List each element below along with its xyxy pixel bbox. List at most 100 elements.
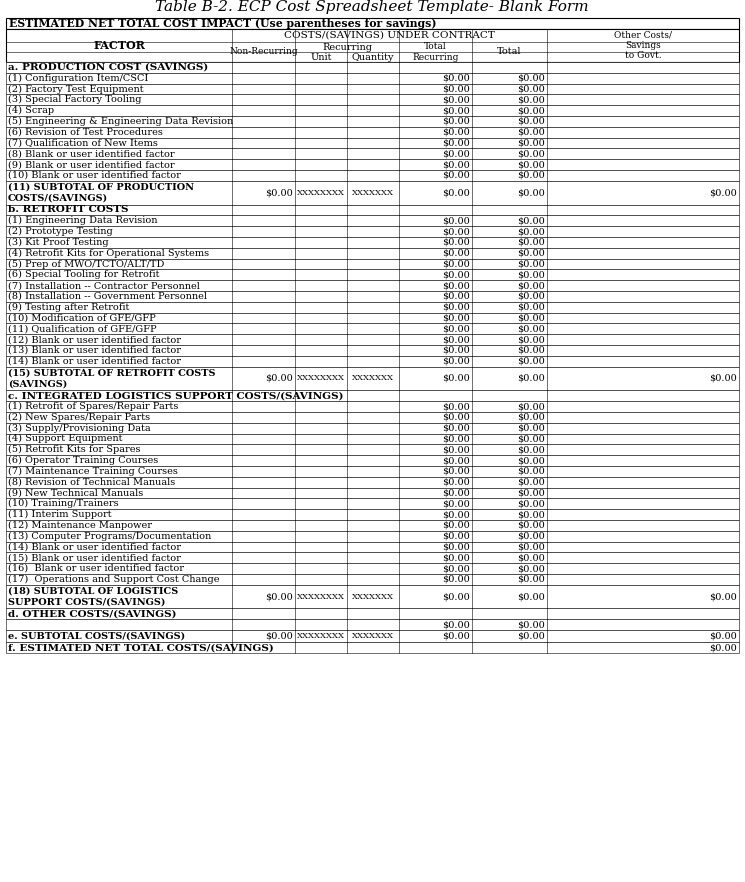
Text: (5) Engineering & Engineering Data Revision: (5) Engineering & Engineering Data Revis…: [8, 116, 233, 126]
Text: $0.00: $0.00: [517, 95, 545, 104]
Text: (13) Computer Programs/Documentation: (13) Computer Programs/Documentation: [8, 532, 212, 541]
Bar: [6, 355, 739, 367]
Text: Unit: Unit: [310, 53, 332, 62]
Text: (9) Testing after Retrofit: (9) Testing after Retrofit: [8, 303, 130, 311]
Text: (14) Blank or user identified factor: (14) Blank or user identified factor: [8, 542, 181, 551]
Text: $0.00: $0.00: [443, 161, 470, 169]
Text: (12) Maintenance Manpower: (12) Maintenance Manpower: [8, 520, 152, 530]
Text: (12) Blank or user identified factor: (12) Blank or user identified factor: [8, 335, 181, 344]
Text: Table B-2. ECP Cost Spreadsheet Template- Blank Form: Table B-2. ECP Cost Spreadsheet Template…: [155, 0, 589, 14]
Bar: [6, 519, 739, 531]
Text: $0.00: $0.00: [443, 402, 470, 411]
Text: $0.00: $0.00: [443, 374, 470, 383]
Text: (3) Kit Proof Testing: (3) Kit Proof Testing: [8, 238, 109, 247]
Text: $0.00: $0.00: [517, 632, 545, 641]
Bar: [6, 552, 739, 563]
Text: $0.00: $0.00: [709, 374, 737, 383]
Text: $0.00: $0.00: [517, 445, 545, 454]
Bar: [6, 334, 739, 345]
Text: $0.00: $0.00: [517, 117, 545, 126]
Text: $0.00: $0.00: [443, 171, 470, 180]
Text: $0.00: $0.00: [517, 489, 545, 497]
Text: $0.00: $0.00: [443, 335, 470, 344]
Text: $0.00: $0.00: [517, 238, 545, 247]
Text: Non-Recurring: Non-Recurring: [229, 48, 298, 56]
Text: (1) Engineering Data Revision: (1) Engineering Data Revision: [8, 216, 157, 225]
Bar: [6, 642, 739, 654]
Text: (4) Retrofit Kits for Operational Systems: (4) Retrofit Kits for Operational System…: [8, 249, 209, 258]
Bar: [6, 498, 739, 509]
Bar: [6, 445, 739, 455]
Text: (7) Qualification of New Items: (7) Qualification of New Items: [8, 138, 158, 147]
Text: (2) Factory Test Equipment: (2) Factory Test Equipment: [8, 85, 144, 93]
Text: (8) Blank or user identified factor: (8) Blank or user identified factor: [8, 149, 174, 158]
Text: $0.00: $0.00: [517, 374, 545, 383]
Bar: [6, 215, 739, 226]
Bar: [6, 159, 739, 170]
Text: (7) Installation -- Contractor Personnel: (7) Installation -- Contractor Personnel: [8, 281, 200, 290]
Text: $0.00: $0.00: [443, 346, 470, 355]
Text: Other Costs/
Savings
to Govt.: Other Costs/ Savings to Govt.: [614, 31, 672, 60]
Text: $0.00: $0.00: [443, 620, 470, 629]
Text: $0.00: $0.00: [517, 303, 545, 311]
Bar: [6, 324, 739, 334]
Text: $0.00: $0.00: [443, 575, 470, 584]
Text: $0.00: $0.00: [443, 413, 470, 422]
Text: XXXXXXXX: XXXXXXXX: [297, 632, 345, 640]
Text: (10) Blank or user identified factor: (10) Blank or user identified factor: [8, 171, 181, 180]
Text: e. SUBTOTAL COSTS/(SAVINGS): e. SUBTOTAL COSTS/(SAVINGS): [8, 632, 185, 641]
Text: $0.00: $0.00: [517, 313, 545, 323]
Text: $0.00: $0.00: [709, 188, 737, 198]
Bar: [6, 312, 739, 324]
Text: Total: Total: [497, 48, 522, 56]
Bar: [6, 542, 739, 552]
Text: XXXXXXXX: XXXXXXXX: [297, 189, 345, 197]
Text: XXXXXXX: XXXXXXX: [352, 375, 394, 383]
Text: $0.00: $0.00: [443, 128, 470, 137]
Text: $0.00: $0.00: [443, 227, 470, 236]
Text: $0.00: $0.00: [443, 281, 470, 290]
Text: COSTS/(SAVINGS) UNDER CONTRACT: COSTS/(SAVINGS) UNDER CONTRACT: [284, 31, 495, 40]
Text: $0.00: $0.00: [517, 620, 545, 629]
Text: $0.00: $0.00: [517, 542, 545, 551]
Bar: [6, 563, 739, 574]
Text: $0.00: $0.00: [443, 95, 470, 104]
Text: $0.00: $0.00: [443, 542, 470, 551]
Bar: [6, 302, 739, 312]
Text: $0.00: $0.00: [443, 138, 470, 147]
Text: (6) Operator Training Courses: (6) Operator Training Courses: [8, 456, 158, 465]
Text: $0.00: $0.00: [517, 478, 545, 487]
Text: $0.00: $0.00: [517, 510, 545, 519]
Text: (18) SUBTOTAL OF LOGISTICS
SUPPORT COSTS/(SAVINGS): (18) SUBTOTAL OF LOGISTICS SUPPORT COSTS…: [8, 587, 178, 606]
Text: $0.00: $0.00: [517, 346, 545, 355]
Text: ESTIMATED NET TOTAL COST IMPACT (Use parentheses for savings): ESTIMATED NET TOTAL COST IMPACT (Use par…: [9, 18, 437, 29]
Text: $0.00: $0.00: [517, 402, 545, 411]
Text: (3) Special Factory Tooling: (3) Special Factory Tooling: [8, 95, 142, 104]
Bar: [6, 455, 739, 466]
Text: $0.00: $0.00: [443, 478, 470, 487]
Text: $0.00: $0.00: [443, 259, 470, 268]
Text: (11) Interim Support: (11) Interim Support: [8, 510, 112, 519]
Text: (10) Modification of GFE/GFP: (10) Modification of GFE/GFP: [8, 313, 156, 323]
Text: $0.00: $0.00: [517, 171, 545, 180]
Text: d. OTHER COSTS/(SAVINGS): d. OTHER COSTS/(SAVINGS): [8, 609, 177, 618]
Bar: [6, 181, 739, 205]
Text: $0.00: $0.00: [517, 227, 545, 236]
Text: $0.00: $0.00: [517, 423, 545, 432]
Text: $0.00: $0.00: [443, 249, 470, 258]
Text: (11) Qualification of GFE/GFP: (11) Qualification of GFE/GFP: [8, 325, 156, 333]
Text: $0.00: $0.00: [517, 520, 545, 530]
Bar: [6, 116, 739, 127]
Text: $0.00: $0.00: [443, 188, 470, 198]
Bar: [6, 62, 739, 73]
Bar: [6, 127, 739, 138]
Text: (17)  Operations and Support Cost Change: (17) Operations and Support Cost Change: [8, 575, 220, 584]
Text: (16)  Blank or user identified factor: (16) Blank or user identified factor: [8, 564, 184, 573]
Text: $0.00: $0.00: [443, 313, 470, 323]
Text: (13) Blank or user identified factor: (13) Blank or user identified factor: [8, 346, 181, 355]
Text: (5) Prep of MWO/TCTO/ALT/TD: (5) Prep of MWO/TCTO/ALT/TD: [8, 259, 165, 268]
Bar: [6, 412, 739, 422]
Text: (1) Retrofit of Spares/Repair Parts: (1) Retrofit of Spares/Repair Parts: [8, 402, 178, 411]
Bar: [6, 205, 739, 215]
Text: $0.00: $0.00: [517, 532, 545, 541]
